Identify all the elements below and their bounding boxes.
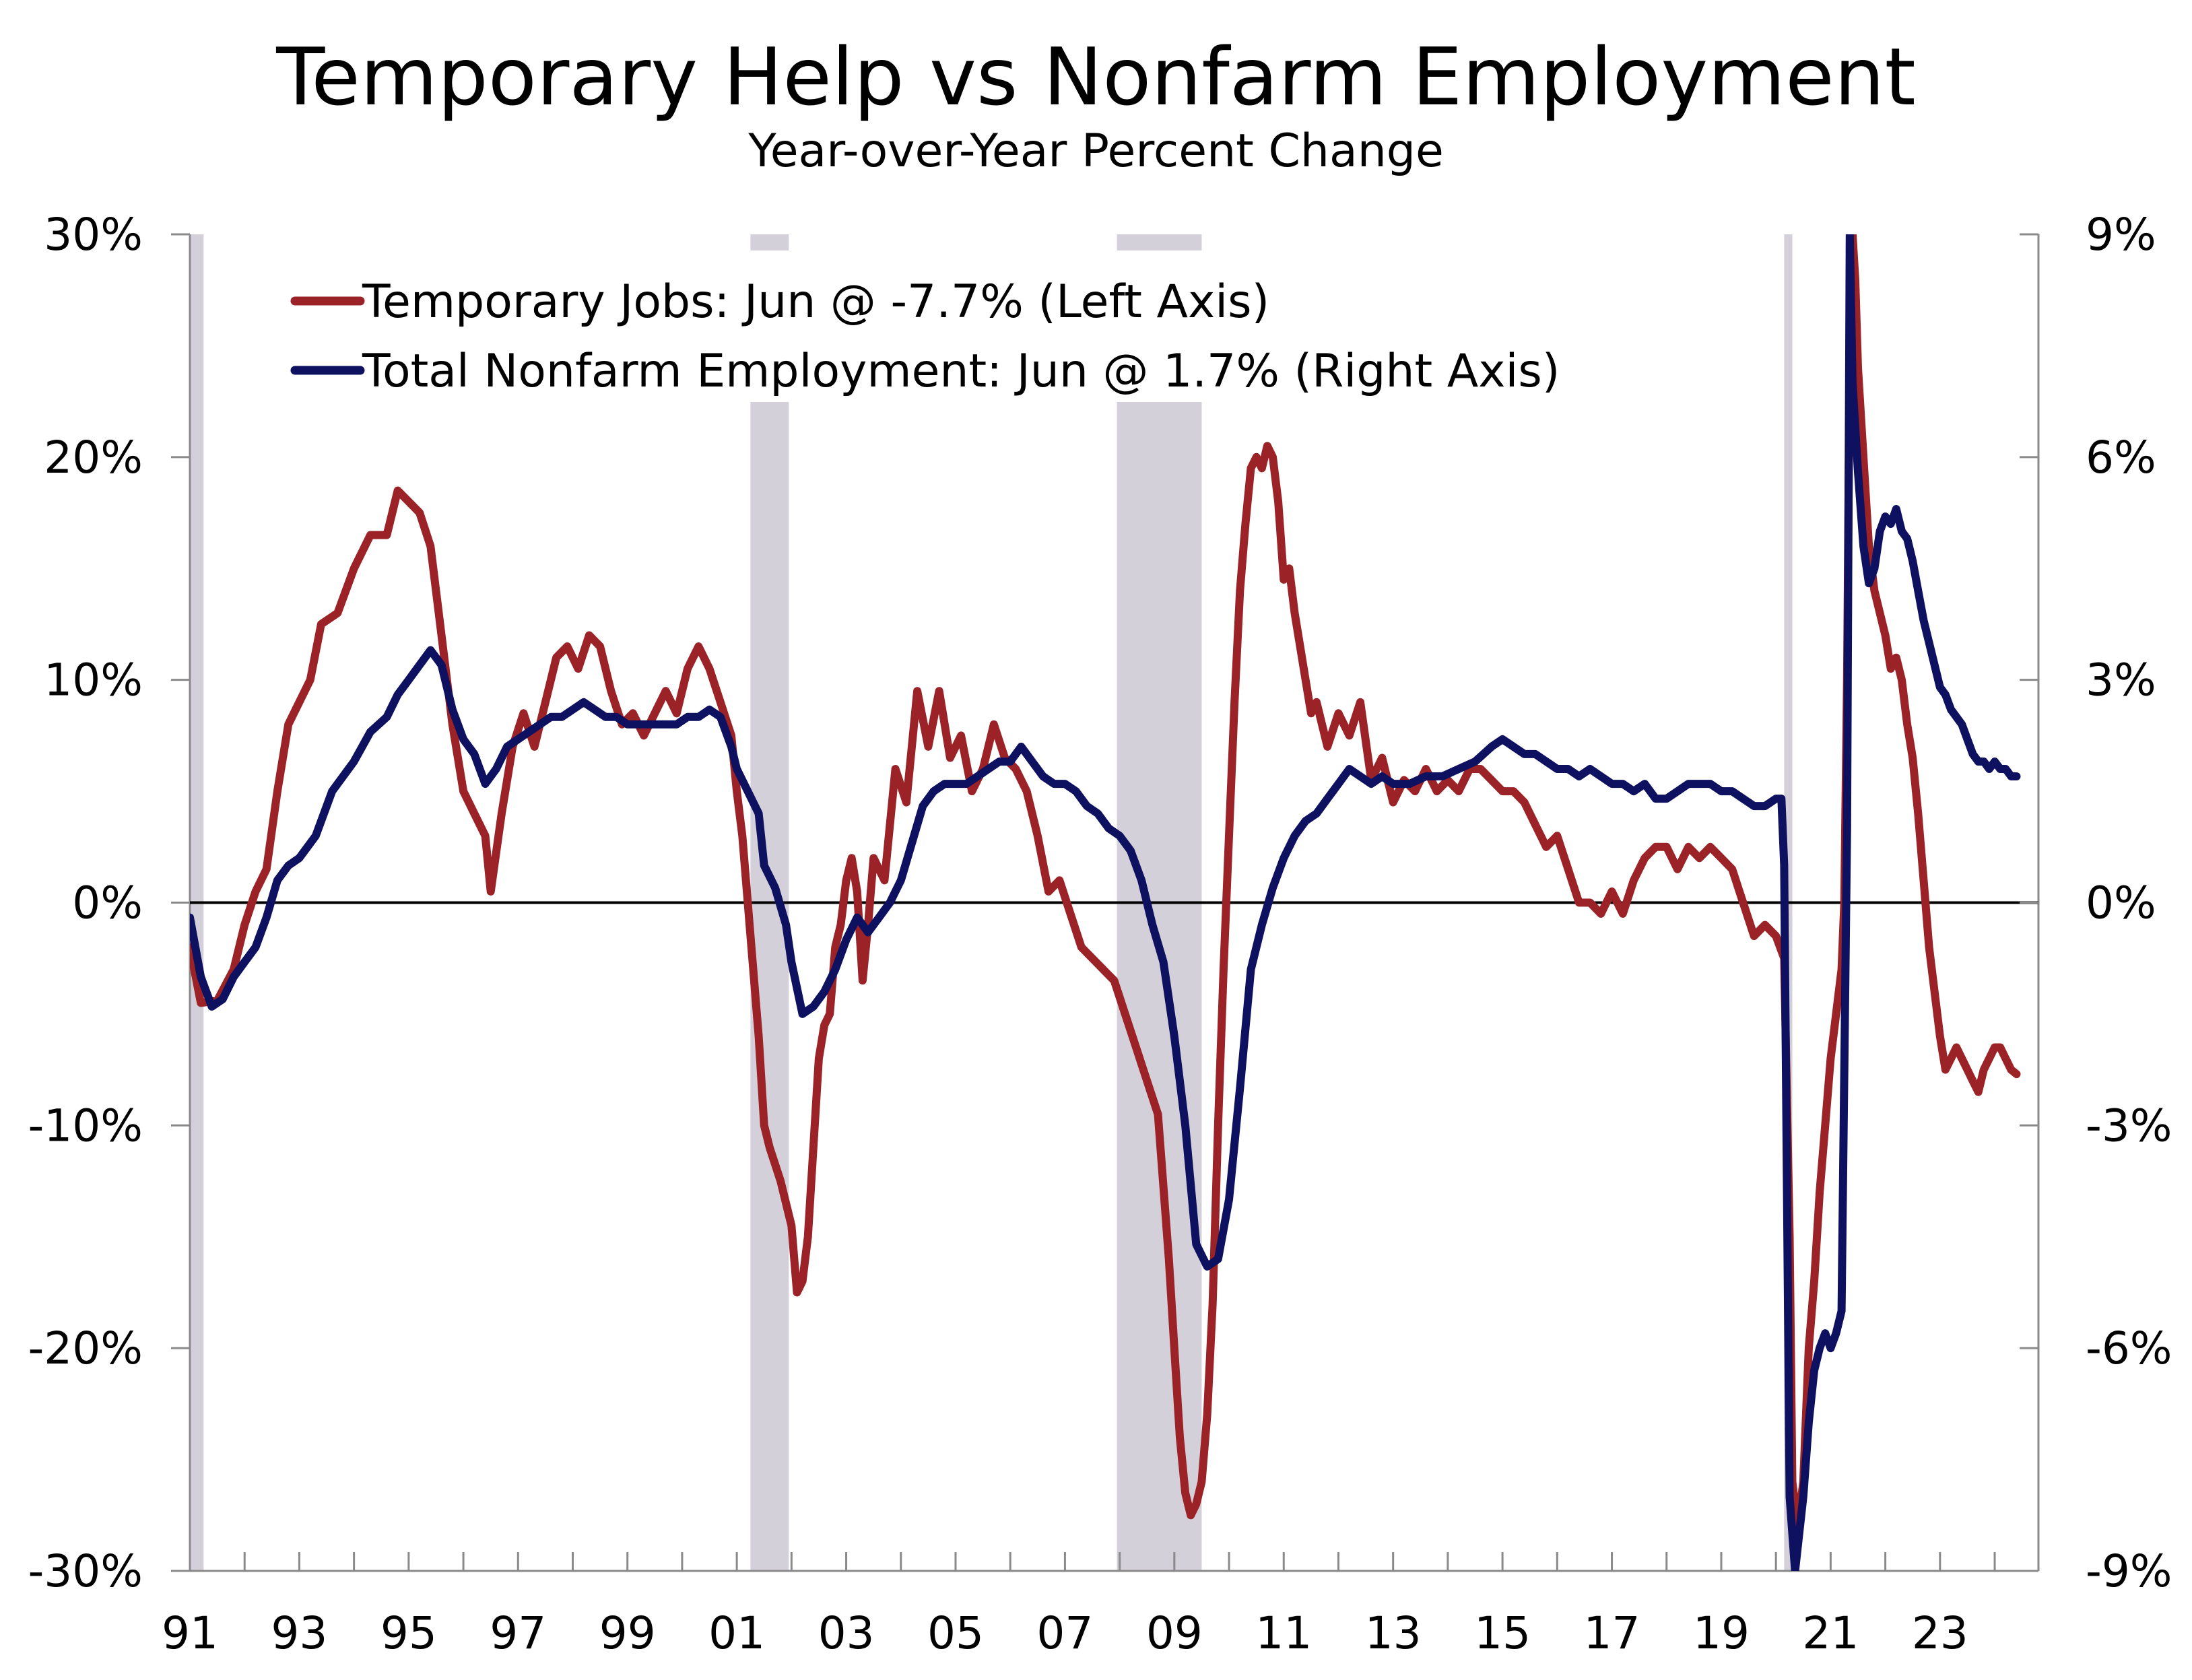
y-left-tick-label: 30% [44,209,143,261]
y-right-tick-label: 9% [2086,209,2156,261]
y-left-tick-label: 0% [72,877,143,929]
x-tick-label: 93 [271,1607,327,1659]
x-tick-label: 09 [1146,1607,1203,1659]
legend-label: Temporary Jobs: Jun @ -7.7% (Left Axis) [362,275,1269,329]
temporary-jobs-line [190,234,2021,1531]
x-tick-label: 97 [490,1607,546,1659]
chart-subtitle: Year-over-Year Percent Change [748,125,1444,178]
x-tick-label: 21 [1802,1607,1859,1659]
series-lines [190,234,2021,1571]
x-tick-label: 11 [1255,1607,1312,1659]
x-tick-label: 13 [1365,1607,1422,1659]
x-tick-label: 17 [1584,1607,1640,1659]
axes: 30% 20% 10% 0% -10% -20% -30% 9% 6% 3% 0% -3% -6% -9%… [28,209,2172,1659]
y-left-tick-label: -10% [28,1100,143,1151]
x-tick-label: 19 [1693,1607,1750,1659]
x-tick-label: 01 [708,1607,765,1659]
y-left-tick-label: 10% [44,654,143,706]
y-right-tick-label: 3% [2086,654,2156,706]
y-right-tick-label: 0% [2086,877,2156,929]
x-tick-label: 23 [1912,1607,1968,1659]
x-tick-label: 05 [927,1607,984,1659]
legend: Temporary Jobs: Jun @ -7.7% (Left Axis) T… [283,250,1711,402]
x-tick-label: 15 [1474,1607,1531,1659]
x-tick-label: 91 [162,1607,218,1659]
total-nonfarm-line [190,234,2021,1571]
y-right-tick-label: -3% [2086,1100,2172,1151]
y-left-tick-label: 20% [44,432,143,483]
legend-label: Total Nonfarm Employment: Jun @ 1.7% (Ri… [362,345,1560,398]
y-right-tick-label: 6% [2086,432,2156,483]
legend-box [283,250,1711,402]
y-right-tick-label: -9% [2086,1545,2172,1597]
x-tick-label: 03 [818,1607,875,1659]
y-left-tick-label: -30% [28,1545,143,1597]
chart-title: Temporary Help vs Nonfarm Employment [276,30,1916,123]
x-tick-label: 95 [380,1607,437,1659]
x-tick-label: 07 [1036,1607,1093,1659]
y-left-tick-label: -20% [28,1322,143,1374]
y-right-tick-label: -6% [2086,1322,2172,1374]
x-tick-label: 99 [599,1607,656,1659]
